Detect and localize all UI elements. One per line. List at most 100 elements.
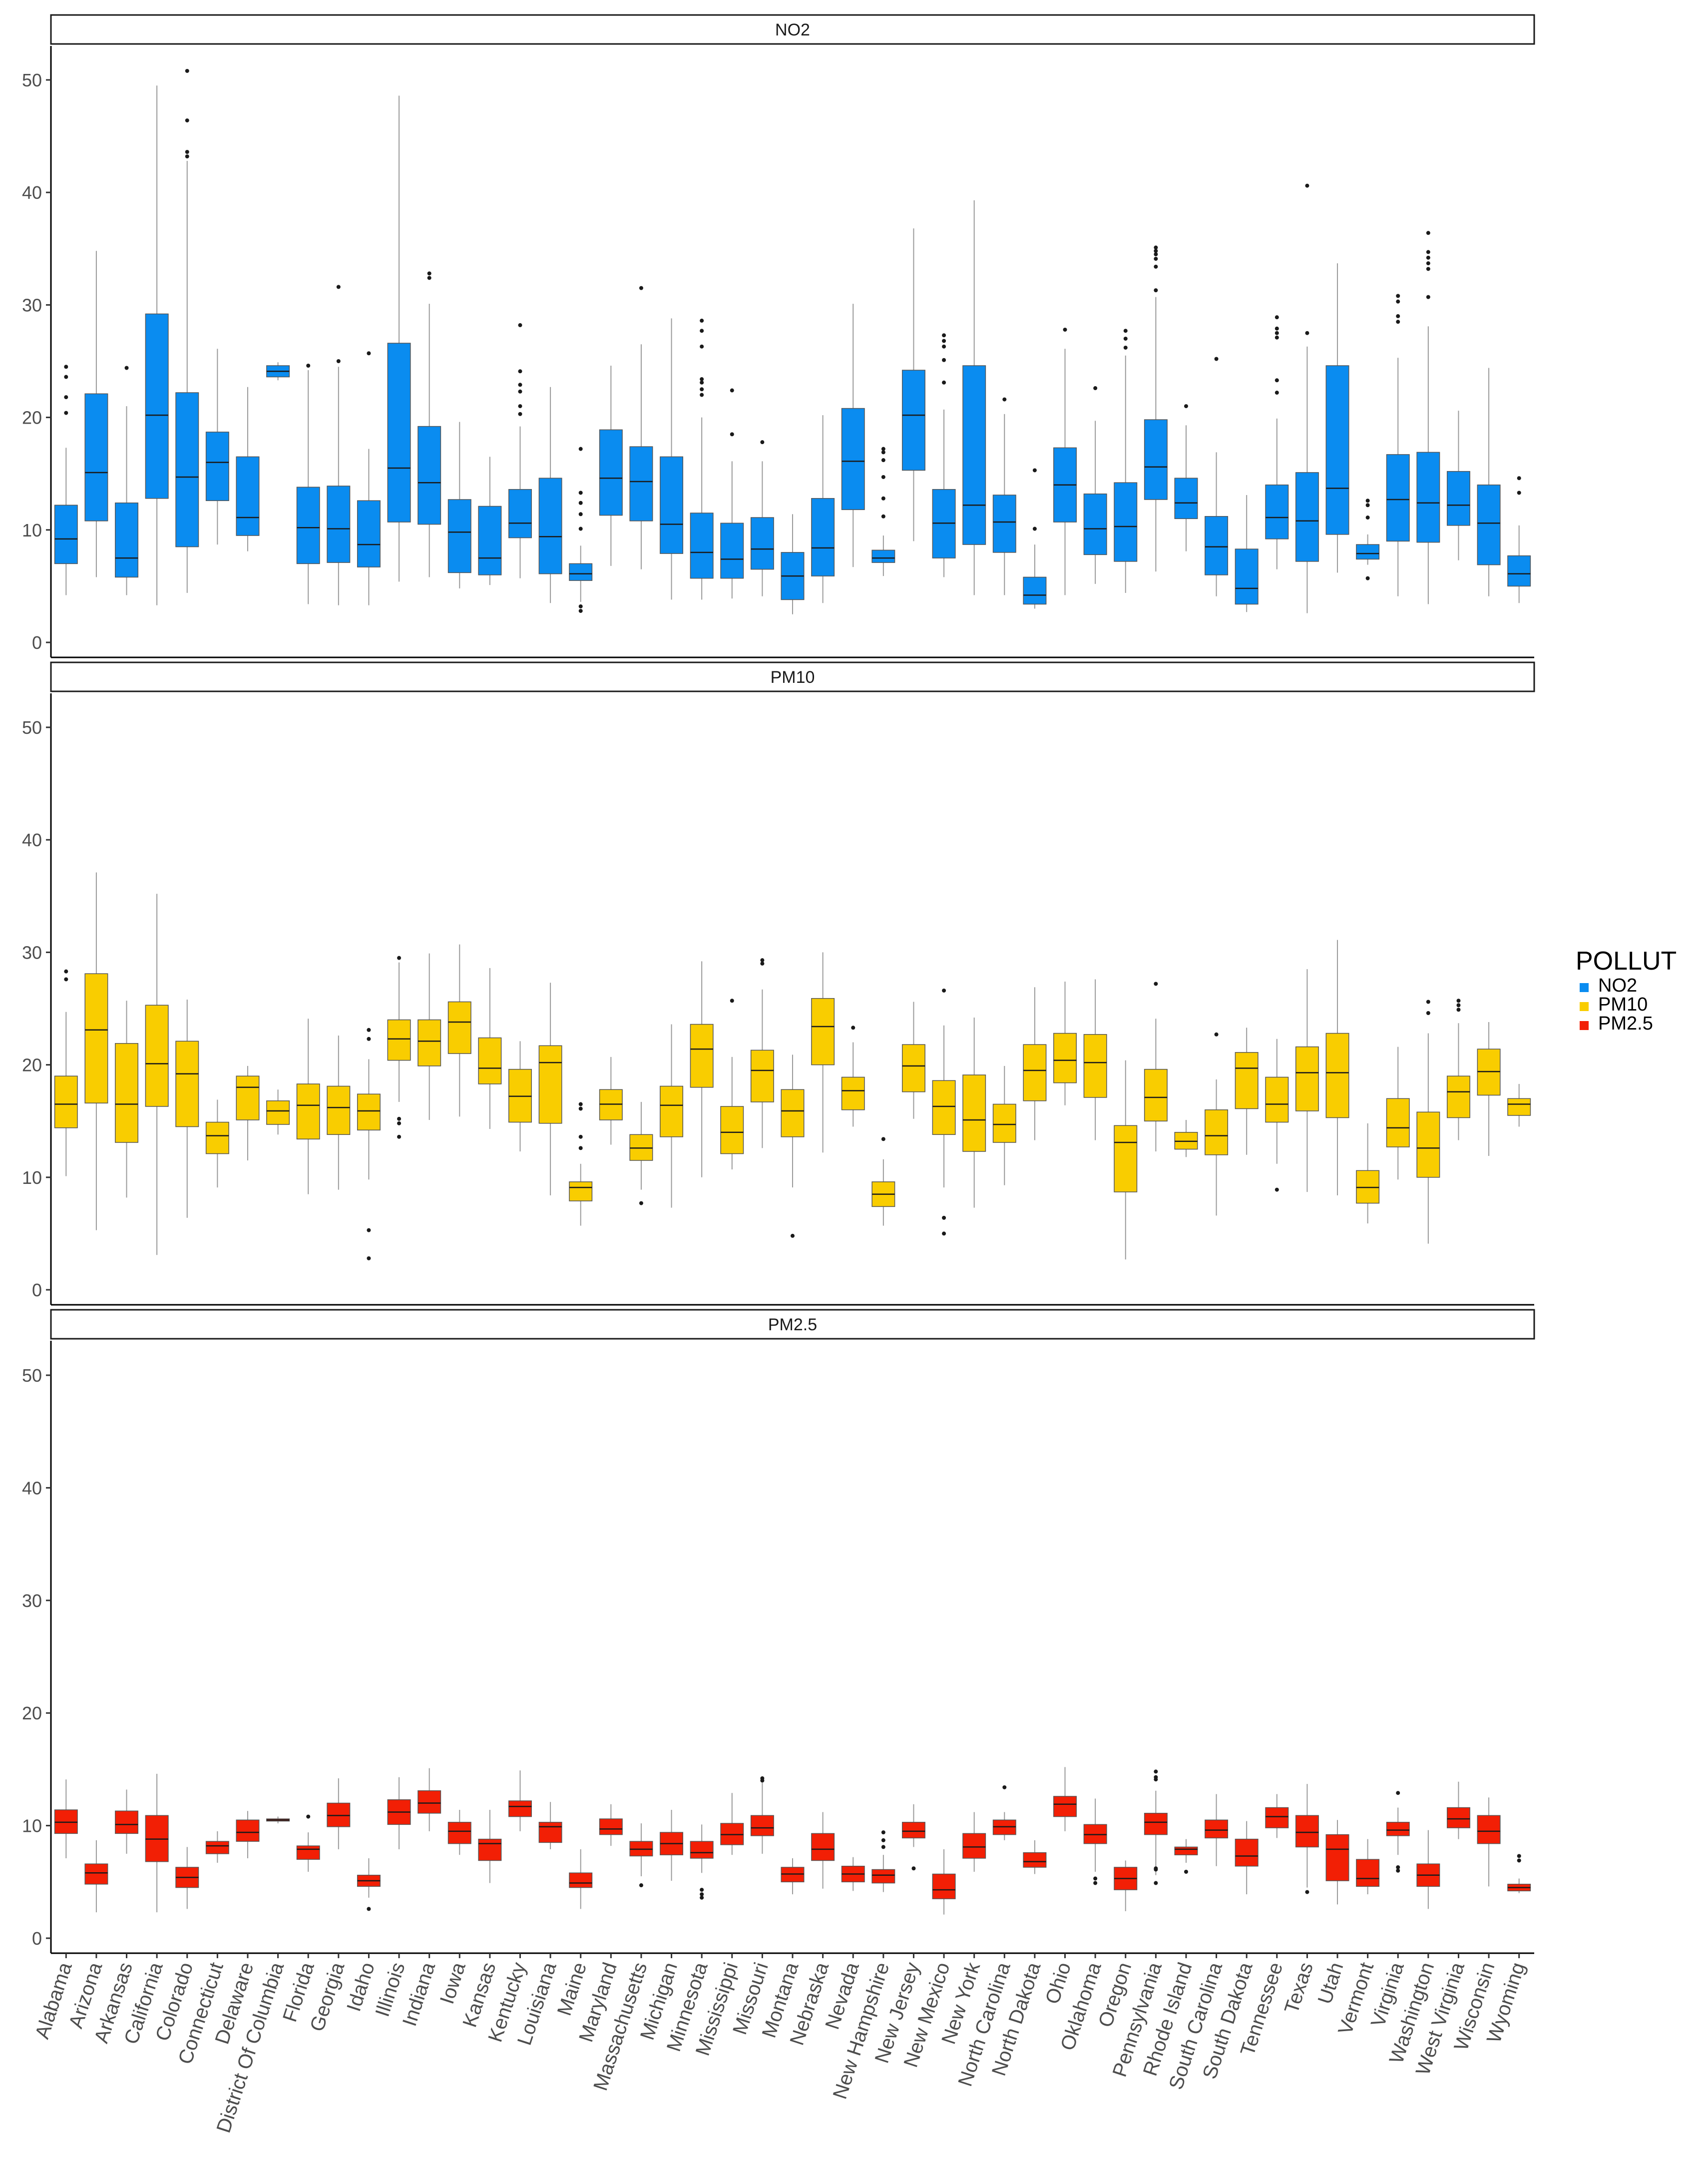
outlier-point: [1154, 1866, 1158, 1871]
box-no2-south-dakota: [1235, 495, 1259, 612]
outlier-point: [518, 412, 522, 416]
box-pm10-illinois: [387, 956, 411, 1139]
outlier-point: [942, 333, 946, 338]
box-pm25-indiana: [418, 1768, 441, 1831]
box-no2-mississippi: [720, 388, 744, 599]
box-no2-connecticut: [205, 349, 229, 545]
outlier-point: [1154, 252, 1158, 257]
box-pm10-nebraska: [811, 952, 835, 1153]
outlier-point: [881, 458, 885, 463]
box-pm10-ohio: [1053, 981, 1077, 1105]
box-iqr: [599, 1818, 623, 1835]
box-iqr: [54, 505, 78, 564]
box-pm25-arizona: [84, 1840, 108, 1913]
outlier-point: [1305, 1890, 1309, 1894]
outlier-point: [1154, 1769, 1158, 1774]
box-no2-maine: [569, 447, 593, 613]
outlier-point: [1154, 1775, 1158, 1779]
legend-label: PM10: [1598, 994, 1648, 1015]
box-iqr: [1023, 1044, 1047, 1101]
box-iqr: [1416, 452, 1440, 543]
outlier-point: [1517, 1854, 1521, 1858]
box-pm10-south-dakota: [1235, 1028, 1259, 1155]
box-iqr: [327, 486, 351, 563]
outlier-point: [881, 514, 885, 519]
outlier-point: [1396, 1791, 1400, 1795]
box-pm10-rhode-island: [1174, 1119, 1198, 1157]
box-pm25-connecticut: [205, 1831, 229, 1863]
box-iqr: [901, 1822, 925, 1839]
box-iqr: [84, 393, 108, 522]
outlier-point: [1426, 250, 1430, 254]
y-tick-label: 20: [22, 1703, 42, 1723]
outlier-point: [881, 447, 885, 451]
box-no2-nevada: [841, 304, 865, 567]
box-pm25-utah: [1325, 1820, 1349, 1905]
box-pm10-texas: [1295, 969, 1319, 1192]
box-iqr: [115, 1043, 139, 1143]
box-pm10-arkansas: [115, 1001, 139, 1198]
outlier-point: [1426, 231, 1430, 235]
box-pm10-washington: [1416, 1000, 1440, 1244]
outlier-point: [185, 68, 189, 73]
box-pm10-alabama: [54, 969, 78, 1176]
box-pm10-virginia: [1386, 1047, 1410, 1180]
outlier-point: [700, 344, 704, 349]
box-no2-idaho: [357, 351, 381, 605]
box-pm25-montana: [781, 1858, 805, 1895]
outlier-point: [700, 387, 704, 392]
box-pm10-connecticut: [205, 1099, 229, 1188]
box-iqr: [387, 1019, 411, 1061]
outlier-point: [1093, 1881, 1098, 1885]
box-no2-utah: [1325, 263, 1349, 573]
box-iqr: [569, 563, 593, 581]
outlier-point: [1275, 1187, 1279, 1192]
box-iqr: [1235, 1052, 1259, 1109]
outlier-point: [1396, 299, 1400, 304]
outlier-point: [64, 395, 68, 400]
box-iqr: [871, 549, 895, 563]
x-tick-label: Iowa: [436, 1959, 470, 2007]
box-iqr: [1295, 472, 1319, 562]
box-no2-montana: [781, 514, 805, 614]
outlier-point: [1456, 1003, 1461, 1008]
outlier-point: [1275, 335, 1279, 340]
x-tick-label: Utah: [1314, 1960, 1348, 2007]
box-pm25-iowa: [447, 1810, 471, 1855]
outlier-point: [64, 969, 68, 974]
box-iqr: [327, 1085, 351, 1135]
box-iqr: [1144, 419, 1168, 500]
outlier-point: [1154, 264, 1158, 269]
box-no2-wisconsin: [1477, 368, 1501, 596]
box-iqr: [447, 1822, 471, 1844]
outlier-point: [911, 1866, 916, 1871]
outlier-point: [1396, 1868, 1400, 1873]
box-iqr: [1325, 1834, 1349, 1881]
outlier-point: [942, 339, 946, 343]
outlier-point: [942, 380, 946, 385]
box-no2-alabama: [54, 365, 78, 595]
box-pm25-north-carolina: [992, 1785, 1016, 1840]
box-pm10-new-mexico: [932, 988, 956, 1236]
box-iqr: [1053, 1033, 1077, 1083]
x-tick-label: Ohio: [1041, 1960, 1075, 2007]
box-iqr: [841, 408, 865, 511]
box-pm25-south-carolina: [1205, 1794, 1229, 1866]
outlier-point: [881, 1830, 885, 1835]
outlier-point: [1123, 336, 1128, 341]
outlier-point: [124, 366, 129, 370]
outlier-point: [881, 496, 885, 501]
box-iqr: [1205, 516, 1229, 575]
y-tick-label: 50: [22, 1365, 42, 1386]
outlier-point: [306, 364, 311, 368]
box-pm10-pennsylvania: [1144, 982, 1168, 1152]
box-pm10-georgia: [327, 1036, 351, 1190]
box-pm10-new-york: [962, 1018, 986, 1208]
box-iqr: [992, 495, 1016, 553]
outlier-point: [1426, 295, 1430, 299]
box-pm25-louisiana: [538, 1802, 562, 1849]
box-iqr: [720, 523, 744, 579]
box-pm10-new-hampshire: [871, 1137, 895, 1226]
box-iqr: [1235, 548, 1259, 605]
